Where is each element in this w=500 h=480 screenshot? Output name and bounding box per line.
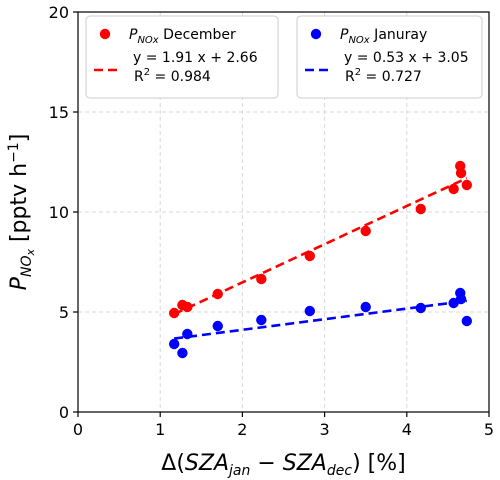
x-tick-label: 4 [402, 420, 412, 439]
legend-fit-equation: y = 0.53 x + 3.05 [344, 50, 469, 66]
data-point-series-1 [256, 314, 267, 326]
data-point-series-0 [182, 301, 193, 313]
data-point-series-0 [256, 273, 267, 285]
legend-fit-r2: R2 = 0.727 [345, 67, 422, 85]
legend-box [296, 15, 483, 99]
axis-ticks: 0 1 2 3 4 5 0 5 10 15 20 [49, 3, 494, 439]
data-point-series-1 [168, 338, 180, 350]
legend-fit-equation: y = 1.91 x + 2.66 [133, 50, 258, 66]
data-point-series-0 [304, 250, 316, 262]
data-point-series-1 [182, 328, 193, 340]
data-point-series-0 [168, 307, 180, 319]
x-tick-label: 2 [237, 420, 247, 439]
y-tick-label: 0 [59, 403, 69, 422]
data-point-series-0 [448, 183, 459, 195]
data-point-series-1 [461, 315, 473, 327]
data-point-series-1 [212, 320, 223, 332]
fit-lines [173, 176, 468, 340]
x-tick-label: 1 [155, 420, 165, 439]
data-point-series-0 [461, 179, 473, 191]
x-axis-label: Δ(SZAjan − SZAdec) [%] [161, 451, 405, 479]
data-point-series-0 [212, 288, 223, 300]
data-points [168, 160, 473, 359]
data-point-series-1 [177, 347, 188, 359]
legend-fit-r2: R2 = 0.984 [134, 67, 211, 85]
data-point-series-0 [360, 225, 371, 237]
data-point-series-1 [304, 305, 316, 317]
y-tick-label: 10 [49, 203, 69, 222]
data-point-series-0 [455, 167, 467, 179]
legend-series-name: PNOx December [129, 27, 236, 46]
legend-marker [99, 28, 111, 40]
y-axis-label: PNOx [pptv h−1] [6, 134, 37, 291]
legend-box [85, 15, 279, 99]
x-tick-label: 3 [320, 420, 330, 439]
legend-marker [310, 28, 322, 40]
data-point-series-0 [415, 203, 426, 215]
y-tick-label: 15 [49, 103, 69, 122]
data-point-series-1 [455, 293, 467, 305]
data-point-series-1 [415, 302, 426, 314]
data-point-series-1 [360, 301, 371, 313]
y-tick-label: 5 [59, 303, 69, 322]
x-tick-label: 5 [484, 420, 494, 439]
legend-series-name: PNOx Januray [340, 27, 427, 46]
fit-line-series-0 [173, 176, 468, 316]
x-tick-label: 0 [73, 420, 83, 439]
y-tick-label: 20 [49, 3, 69, 22]
